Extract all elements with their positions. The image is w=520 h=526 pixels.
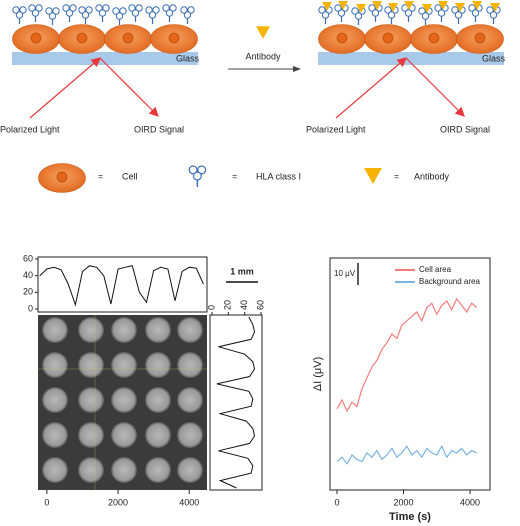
legend-label: Antibody	[414, 171, 450, 181]
y-axis-title: ΔI (μV)	[312, 357, 324, 391]
scale-bar-label: 10 μV	[334, 269, 356, 278]
image-spot	[177, 352, 203, 378]
signal-label: OIRD Signal	[440, 124, 490, 134]
substrate-label: Glass	[176, 53, 200, 63]
x-tick-label: 60	[255, 300, 265, 310]
image-spot	[111, 387, 137, 413]
image-spot	[78, 457, 104, 483]
image-spot	[42, 317, 68, 343]
image-spot	[111, 352, 137, 378]
profile-line	[216, 316, 256, 489]
x-tick-label: 0	[206, 305, 216, 310]
panel-art	[12, 5, 198, 118]
legend-hla-icon	[188, 165, 207, 188]
image-spot	[78, 317, 104, 343]
legend-label: Cell	[122, 171, 138, 181]
x-tick-label: 2000	[108, 497, 128, 507]
legend-eq: =	[98, 171, 103, 181]
light-label: Polarized Light	[0, 124, 60, 134]
image-spot	[177, 387, 203, 413]
y-tick-label: 20	[23, 287, 33, 297]
x-tick-label: 0	[334, 497, 339, 507]
series-line	[336, 297, 478, 413]
y-tick-label: 0	[28, 303, 33, 313]
legend-label: HLA class I	[256, 171, 301, 181]
image-spot	[78, 422, 104, 448]
legend-antibody-icon	[364, 168, 382, 184]
signal-label: OIRD Signal	[134, 124, 184, 134]
legend-label: Background area	[419, 277, 480, 286]
image-spot	[145, 387, 171, 413]
plot-frame	[37, 256, 208, 313]
legend-eq: =	[232, 171, 237, 181]
image-spot	[177, 457, 203, 483]
legend-cell-icon	[38, 163, 86, 193]
legend-label: Cell area	[419, 265, 452, 274]
image-spot	[177, 422, 203, 448]
x-tick-label: 0	[44, 497, 49, 507]
x-tick-label: 4000	[460, 497, 480, 507]
panel-art	[318, 5, 504, 118]
image-spot	[111, 457, 137, 483]
substrate-label: Glass	[482, 53, 506, 63]
plot-frame	[329, 257, 491, 491]
image-spot	[42, 422, 68, 448]
image-spot	[177, 317, 203, 343]
y-tick-label: 60	[23, 253, 33, 263]
x-axis-title: Time (s)	[389, 511, 431, 523]
image-spot	[42, 352, 68, 378]
x-tick-label: 2000	[393, 497, 413, 507]
image-spot	[42, 457, 68, 483]
image-spot	[145, 422, 171, 448]
light-label: Polarized Light	[306, 124, 366, 134]
image-spot	[78, 387, 104, 413]
image-spot	[78, 352, 104, 378]
plot-frame	[209, 314, 263, 491]
x-tick-label: 20	[223, 300, 233, 310]
y-tick-label: 40	[23, 270, 33, 280]
image-spot	[42, 387, 68, 413]
image-spot	[111, 317, 137, 343]
legend-eq: =	[394, 171, 399, 181]
image-spot	[145, 352, 171, 378]
antibody-icon	[256, 26, 270, 39]
arrow-label: Antibody	[245, 51, 281, 61]
image-spot	[111, 422, 137, 448]
image-spot	[145, 317, 171, 343]
x-tick-label: 40	[239, 300, 249, 310]
series-line	[336, 444, 477, 465]
x-tick-label: 4000	[179, 497, 199, 507]
profile-line	[39, 265, 204, 307]
image-spot	[145, 457, 171, 483]
image-scale-label: 1 mm	[230, 266, 254, 276]
